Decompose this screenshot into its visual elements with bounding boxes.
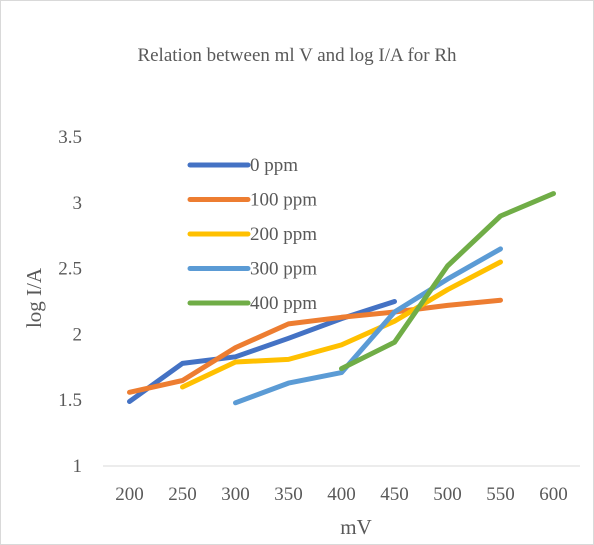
legend-label: 100 ppm [250,190,317,211]
y-axis-ticks: 1 1.5 2 2.5 3 3.5 [58,127,82,477]
y-tick-label: 2 [73,324,83,345]
chart-title: Relation between ml V and log I/A for Rh [137,45,457,66]
y-tick-label: 1 [73,456,83,477]
x-tick-label: 350 [274,484,303,505]
legend: 0 ppm 100 ppm 200 ppm 300 ppm 400 ppm [190,155,317,314]
x-tick-label: 600 [539,484,568,505]
y-tick-label: 3 [73,193,83,214]
y-tick-label: 1.5 [58,390,82,411]
x-tick-label: 200 [115,484,144,505]
x-tick-label: 500 [433,484,462,505]
y-axis-title: log I/A [22,267,46,328]
series-lines [130,194,554,403]
x-tick-label: 550 [486,484,515,505]
legend-label: 0 ppm [250,155,298,176]
legend-label: 400 ppm [250,293,317,314]
x-axis-title: mV [340,515,372,539]
x-tick-label: 250 [168,484,197,505]
x-axis-ticks: 200 250 300 350 400 450 500 550 600 [115,484,568,505]
y-tick-label: 3.5 [58,127,82,148]
legend-label: 300 ppm [250,259,317,280]
x-tick-label: 450 [380,484,409,505]
x-tick-label: 300 [221,484,250,505]
x-tick-label: 400 [327,484,356,505]
legend-label: 200 ppm [250,224,317,245]
y-tick-label: 2.5 [58,259,82,280]
